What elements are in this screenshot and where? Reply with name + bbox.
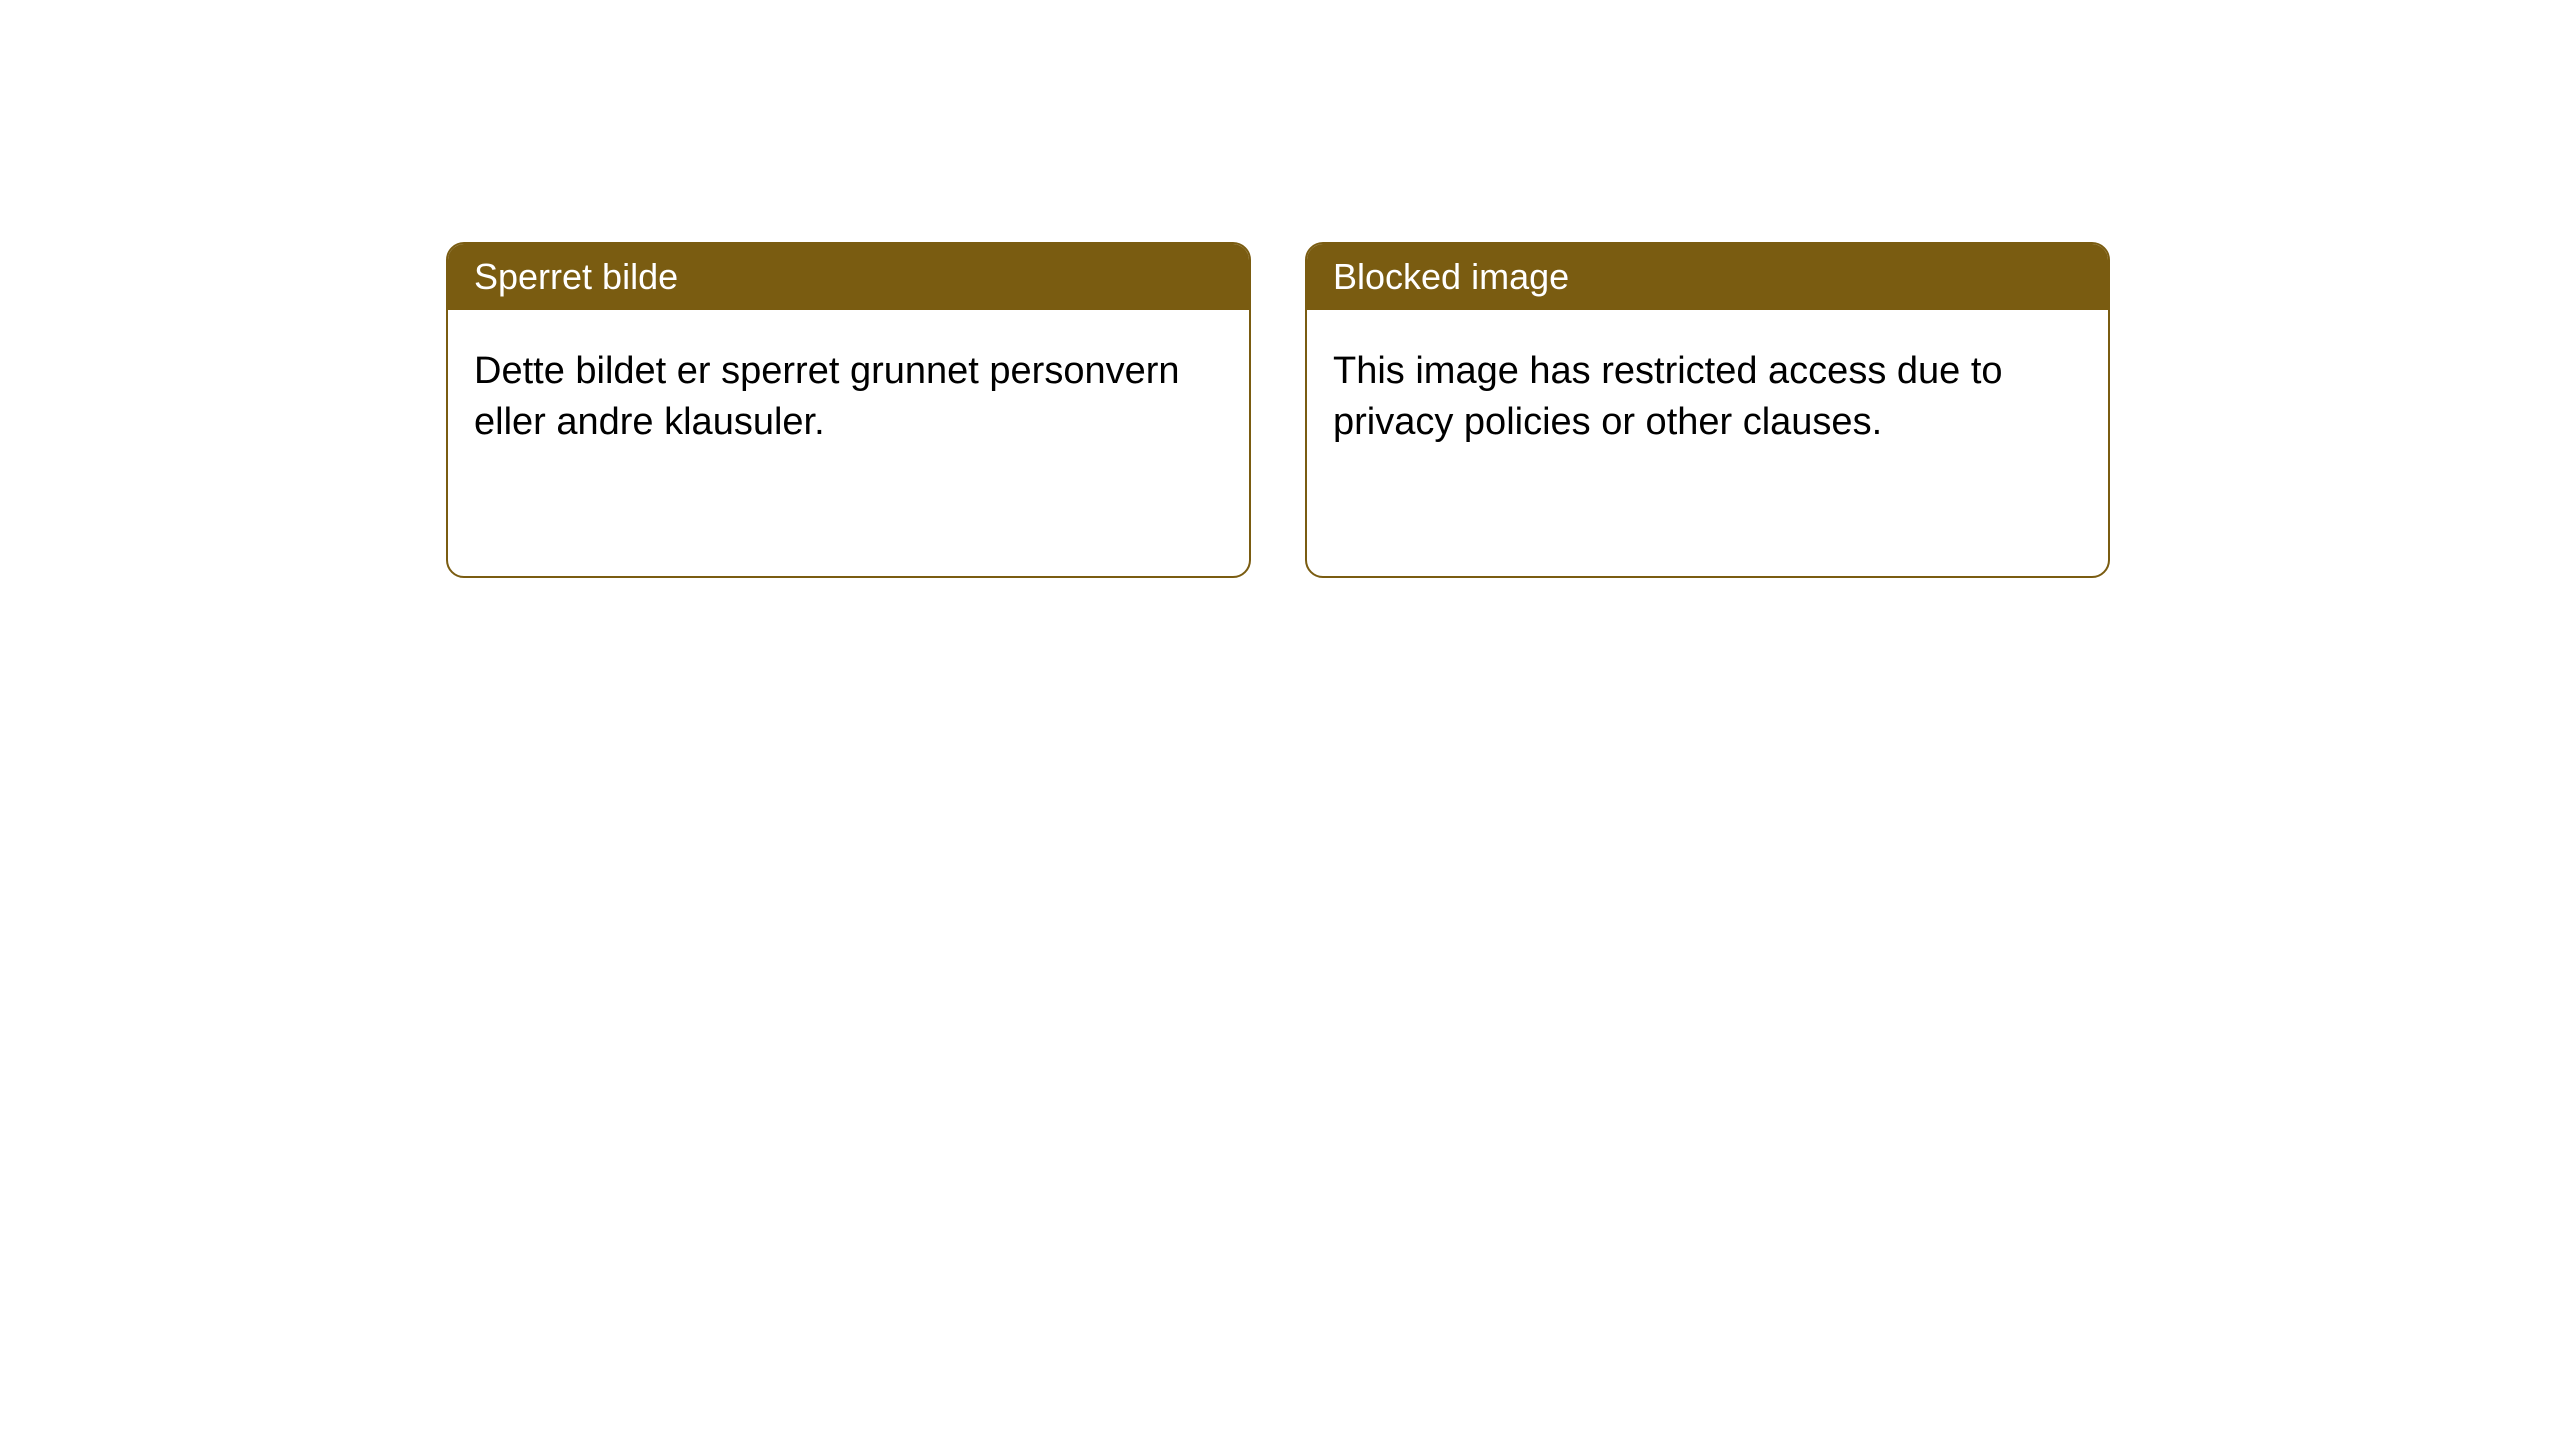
- notice-box-english: Blocked image This image has restricted …: [1305, 242, 2110, 578]
- notice-title: Blocked image: [1333, 256, 1569, 297]
- notice-body-text: Dette bildet er sperret grunnet personve…: [474, 350, 1180, 443]
- notice-title: Sperret bilde: [474, 256, 678, 297]
- notice-container: Sperret bilde Dette bildet er sperret gr…: [446, 242, 2110, 578]
- notice-box-norwegian: Sperret bilde Dette bildet er sperret gr…: [446, 242, 1251, 578]
- notice-header: Blocked image: [1307, 244, 2108, 310]
- notice-body-text: This image has restricted access due to …: [1333, 350, 2003, 443]
- notice-body: Dette bildet er sperret grunnet personve…: [448, 310, 1249, 485]
- notice-body: This image has restricted access due to …: [1307, 310, 2108, 485]
- notice-header: Sperret bilde: [448, 244, 1249, 310]
